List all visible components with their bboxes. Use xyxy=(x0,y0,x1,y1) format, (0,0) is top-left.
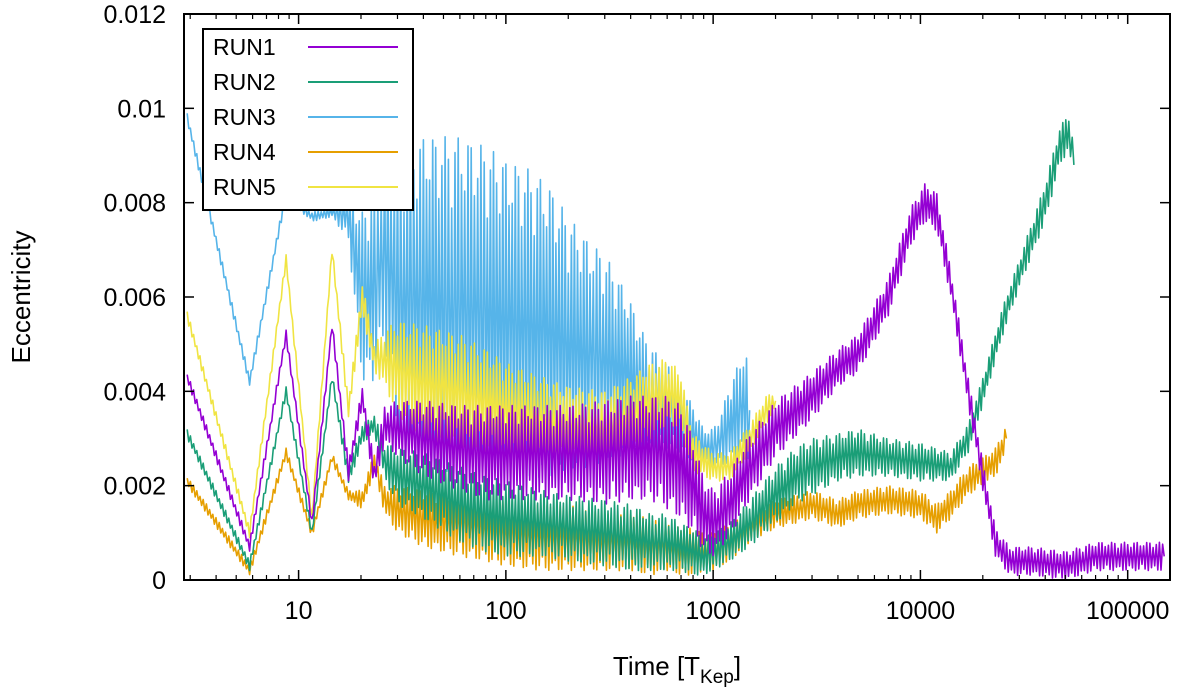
y-tick-label: 0.012 xyxy=(103,1,166,29)
y-tick-label: 0.002 xyxy=(103,473,166,501)
x-axis-title-main: Time [T xyxy=(613,651,700,681)
legend-label-run2: RUN2 xyxy=(213,69,276,95)
legend: RUN1 RUN2 RUN3 RUN4 RUN5 xyxy=(202,28,414,211)
legend-label-run5: RUN5 xyxy=(213,174,276,200)
series-layer xyxy=(186,113,1165,580)
y-tick-label: 0 xyxy=(152,567,166,595)
legend-box xyxy=(202,28,414,211)
series-line-run5 xyxy=(186,253,777,539)
ticks-layer: 0 0.002 0.004 0.006 0.008 0.01 0.012 10 100 1000 1… xyxy=(103,1,1170,625)
x-tick-label: 1000 xyxy=(685,597,741,625)
y-axis-title: Eccentricity xyxy=(6,231,36,364)
legend-label-run3: RUN3 xyxy=(213,104,276,130)
x-axis-title: Time [TKep] xyxy=(613,651,741,688)
y-tick-label: 0.008 xyxy=(103,190,166,218)
y-tick-label: 0.006 xyxy=(103,284,166,312)
y-tick-label: 0.01 xyxy=(117,95,166,123)
x-tick-label: 100 xyxy=(485,597,527,625)
x-tick-label: 10 xyxy=(285,597,313,625)
x-axis-title-close: ] xyxy=(734,651,741,681)
y-tick-label: 0.004 xyxy=(103,378,166,406)
legend-label-run4: RUN4 xyxy=(213,139,276,165)
series-line-run2 xyxy=(186,119,1075,576)
series-line-run1 xyxy=(186,183,1165,580)
x-tick-label: 10000 xyxy=(886,597,956,625)
legend-label-run1: RUN1 xyxy=(213,34,276,60)
x-tick-label: 100000 xyxy=(1086,597,1169,625)
x-axis-title-subscript: Kep xyxy=(700,667,734,688)
